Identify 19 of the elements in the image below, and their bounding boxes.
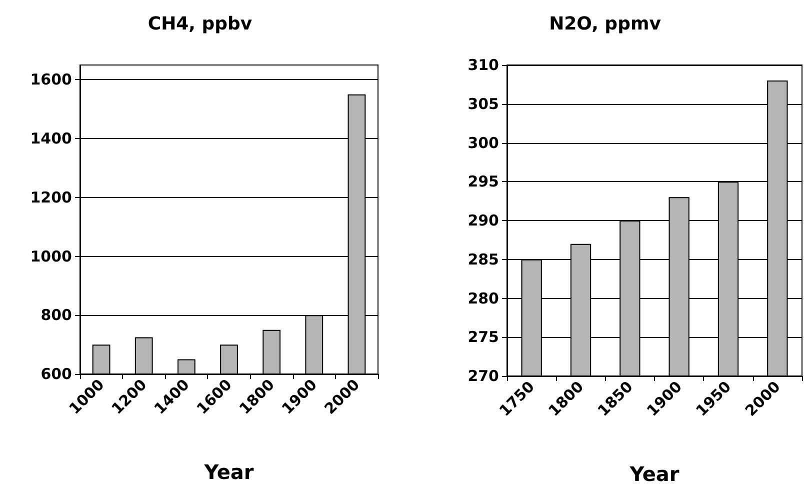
y-tick-label: 1000	[30, 247, 72, 266]
y-tick-label: 310	[468, 56, 499, 74]
chart-title: CH4, ppbv	[148, 14, 252, 34]
y-tick-label: 270	[468, 367, 499, 385]
x-axis-title: Year	[628, 462, 680, 486]
x-axis-title: Year	[203, 460, 254, 484]
y-tick-label: 600	[40, 365, 72, 383]
y-tick-label: 305	[468, 94, 499, 113]
y-tick-label: 1600	[30, 70, 72, 89]
y-tick-label: 285	[468, 250, 499, 268]
y-tick-label: 275	[468, 328, 499, 346]
y-tick-label: 1400	[30, 130, 72, 148]
y-tick-label: 300	[468, 134, 499, 152]
y-tick-label: 295	[468, 172, 499, 191]
y-tick-label: 1200	[30, 188, 72, 206]
y-tick-label: 800	[40, 306, 72, 324]
y-tick-label: 280	[468, 289, 499, 308]
y-tick-label: 290	[468, 212, 499, 230]
chart-title: N2O, ppmv	[549, 14, 662, 34]
